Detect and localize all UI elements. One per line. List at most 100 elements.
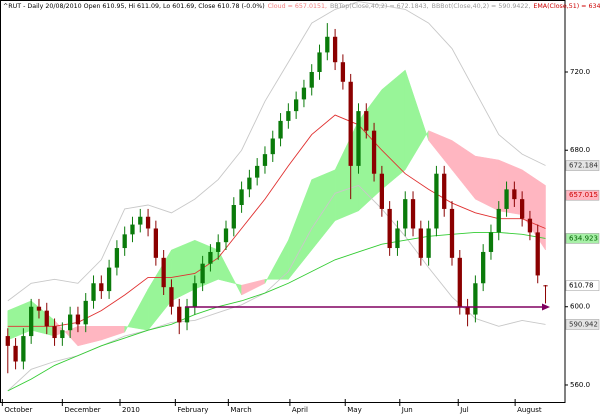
price-label: 590.942 bbox=[569, 320, 598, 328]
candle-body bbox=[223, 228, 229, 243]
price-label-box bbox=[565, 233, 600, 244]
y-tick-label: 720.0 bbox=[570, 68, 590, 76]
candle-body bbox=[177, 306, 182, 323]
candle-body bbox=[138, 216, 143, 225]
indicator-line bbox=[7, 114, 546, 327]
candle-body bbox=[348, 81, 353, 166]
candle-body bbox=[519, 199, 525, 219]
candle-body bbox=[356, 111, 361, 166]
candle-body bbox=[99, 283, 104, 292]
candle-body bbox=[512, 189, 517, 200]
candle-body bbox=[192, 283, 197, 307]
candle-body bbox=[332, 36, 338, 63]
x-tick-label: December bbox=[64, 406, 100, 414]
candle-body bbox=[395, 228, 400, 249]
candle-body bbox=[200, 263, 205, 284]
y-tick-label: 680.0 bbox=[570, 146, 590, 154]
x-tick-label: February bbox=[177, 406, 208, 414]
candle-body bbox=[543, 285, 548, 287]
candle-body bbox=[434, 173, 439, 229]
candle-body bbox=[169, 287, 174, 307]
candle-body bbox=[29, 306, 34, 337]
x-tick-label: April bbox=[292, 406, 308, 414]
candle-body bbox=[122, 234, 127, 249]
candle-body bbox=[106, 267, 112, 292]
candle-body bbox=[145, 216, 151, 229]
candle-body bbox=[60, 330, 65, 339]
candle-body bbox=[184, 306, 190, 323]
x-tick-label: May bbox=[347, 406, 361, 414]
candle-body bbox=[153, 228, 159, 258]
candle-body bbox=[231, 205, 236, 229]
cloud-segment bbox=[498, 159, 523, 216]
candle-body bbox=[442, 173, 447, 209]
candle-body bbox=[36, 306, 42, 311]
candle-body bbox=[457, 257, 462, 307]
x-tick-label: March bbox=[230, 406, 251, 414]
header-part: EMA(Close,51) = 634.923 bbox=[533, 3, 600, 10]
candle-body bbox=[44, 310, 49, 327]
candle-body bbox=[239, 189, 244, 206]
header-part: ^RUT - Daily 20/08/2010 Open 610.95, Hi … bbox=[3, 3, 265, 10]
candle-body bbox=[301, 87, 307, 100]
candle-body bbox=[387, 208, 392, 249]
indicator-line bbox=[7, 1, 546, 302]
candle-body bbox=[481, 251, 486, 284]
candle-body bbox=[309, 71, 314, 88]
candle-body bbox=[325, 36, 330, 53]
candles-layer bbox=[5, 23, 548, 374]
candle-body bbox=[216, 242, 221, 252]
price-label-box bbox=[565, 160, 600, 171]
x-tick-label: October bbox=[4, 406, 32, 414]
header-part: BBTop(Close,40,2) = 672.1843, bbox=[330, 3, 429, 10]
candle-body bbox=[161, 257, 166, 288]
price-label-box bbox=[565, 280, 600, 291]
plot-frame bbox=[0, 0, 566, 403]
candle-body bbox=[535, 232, 540, 276]
y-tick-label: 600.0 bbox=[570, 303, 590, 311]
price-label: 610.78 bbox=[569, 282, 594, 290]
candle-body bbox=[418, 228, 423, 258]
candle-body bbox=[130, 224, 135, 235]
axes-layer: 720.0 680.0 600.0 560.0 672.184 657.015 634.92… bbox=[1, 68, 600, 414]
candle-body bbox=[270, 138, 275, 155]
y-tick-label: 560.0 bbox=[570, 381, 590, 389]
candle-body bbox=[247, 177, 252, 190]
price-label: 657.015 bbox=[569, 191, 598, 199]
candle-body bbox=[527, 218, 533, 233]
candle-body bbox=[410, 199, 416, 229]
candle-body bbox=[5, 336, 10, 346]
price-label-box bbox=[565, 189, 600, 201]
x-tick-label: 2010 bbox=[122, 406, 140, 414]
candle-body bbox=[262, 154, 268, 166]
candle-body bbox=[403, 199, 408, 229]
candle-body bbox=[371, 130, 377, 174]
cloud-segment bbox=[381, 69, 406, 190]
candle-body bbox=[465, 306, 470, 315]
candle-body bbox=[449, 208, 455, 258]
x-tick-label: August bbox=[517, 406, 542, 414]
x-tick-label: Jul bbox=[459, 406, 469, 414]
candle-body bbox=[286, 111, 291, 121]
chart-header: ^RUT - Daily 20/08/2010 Open 610.95, Hi … bbox=[3, 3, 600, 10]
candle-body bbox=[364, 111, 369, 131]
header-part: BBBot(Close,40,2) = 590.9422, bbox=[432, 3, 531, 10]
candle-body bbox=[91, 283, 96, 301]
candle-body bbox=[293, 99, 299, 112]
candle-body bbox=[255, 165, 260, 178]
candle-body bbox=[67, 314, 73, 331]
candle-body bbox=[488, 232, 494, 252]
lines-layer bbox=[7, 1, 546, 392]
candle-body bbox=[379, 173, 385, 209]
candle-body bbox=[83, 300, 88, 325]
indicator-line bbox=[7, 231, 546, 392]
header-part: Cloud = 657.0151, bbox=[268, 3, 327, 10]
candle-body bbox=[340, 62, 346, 82]
candle-body bbox=[13, 345, 18, 362]
price-label: 634.923 bbox=[569, 234, 598, 242]
candle-body bbox=[114, 248, 120, 268]
candle-body bbox=[278, 120, 283, 139]
candle-body bbox=[504, 189, 509, 209]
